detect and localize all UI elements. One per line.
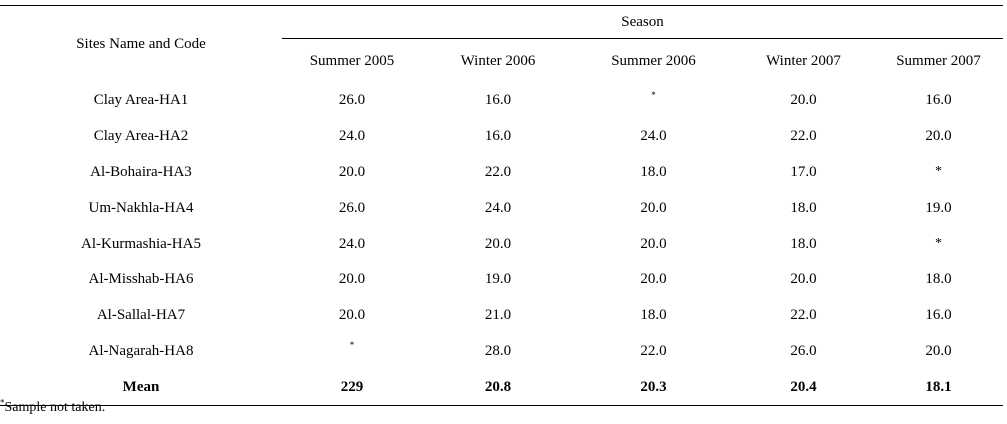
mean-value-cell: 18.1 (874, 369, 1003, 407)
site-name-cell: Um-Nakhla-HA4 (88, 199, 194, 216)
footnote-marker: * (0, 397, 5, 408)
season-group-header: Season (282, 5, 1003, 39)
mean-label: Mean (0, 369, 282, 407)
mean-value-cell: 20.8 (422, 369, 574, 407)
footnote-text: Sample not taken. (4, 400, 106, 415)
value-cell: 18.0 (640, 163, 667, 180)
value-cell: 20.0 (925, 128, 952, 145)
value-cell: 16.0 (484, 92, 512, 109)
value-cell: 20.0 (484, 235, 512, 252)
mean-value-cell: 20.3 (574, 369, 733, 407)
season-header-3: Summer 2006 (611, 52, 696, 69)
value-cell: 17.0 (790, 163, 817, 180)
site-name-cell: Al-Bohaira-HA3 (90, 163, 192, 180)
sites-column-header: Sites Name and Code (0, 5, 282, 83)
mean-value-cell: 20.4 (733, 369, 874, 407)
season-header-4: Winter 2007 (766, 52, 841, 69)
value-cell: 22.0 (790, 128, 817, 145)
value-cell: 20.0 (338, 163, 366, 180)
value-cell: 20.0 (338, 271, 366, 288)
site-name-cell: Clay Area-HA2 (93, 128, 189, 145)
value-cell: 16.0 (925, 92, 952, 109)
value-cell: 20.0 (790, 271, 817, 288)
value-cell: 28.0 (484, 342, 512, 359)
mean-row: Mean 229 20.8 20.3 20.4 18.1 (0, 369, 1003, 407)
value-cell: 16.0 (925, 307, 952, 324)
season-header-2: Winter 2006 (460, 52, 536, 69)
table-row: Al-Kurmashia-HA5 24.0 20.0 20.0 18.0 * (0, 226, 1003, 262)
value-cell: 20.0 (640, 235, 667, 252)
mean-value-cell: 229 (282, 369, 422, 407)
value-cell: 20.0 (640, 271, 667, 288)
value-cell: 24.0 (338, 128, 366, 145)
value-cell: 19.0 (925, 199, 952, 216)
site-name-cell: Clay Area-HA1 (93, 92, 189, 109)
value-cell: 20.0 (640, 199, 667, 216)
value-cell: 20.0 (925, 342, 952, 359)
value-cell: * (935, 164, 942, 180)
season-table: Sites Name and Code Season Summer 2005 Wi… (0, 5, 1003, 407)
value-cell: 20.0 (790, 92, 817, 109)
value-cell: 24.0 (640, 128, 667, 145)
value-cell: 18.0 (790, 199, 817, 216)
table-row: Al-Nagarah-HA8 * 28.0 22.0 26.0 20.0 (0, 334, 1003, 370)
value-cell: * (349, 340, 355, 351)
value-cell: * (651, 89, 656, 100)
site-name-cell: Al-Nagarah-HA8 (88, 342, 194, 359)
value-cell: 26.0 (338, 92, 366, 109)
value-cell: 24.0 (484, 199, 512, 216)
value-cell: 20.0 (338, 307, 366, 324)
value-cell: 18.0 (925, 271, 952, 288)
season-header-1: Summer 2005 (309, 52, 395, 69)
table-row: Al-Sallal-HA7 20.0 21.0 18.0 22.0 16.0 (0, 298, 1003, 334)
value-cell: 22.0 (790, 307, 817, 324)
table-row: Clay Area-HA2 24.0 16.0 24.0 22.0 20.0 (0, 119, 1003, 155)
value-cell: 21.0 (484, 307, 512, 324)
value-cell: 26.0 (338, 199, 366, 216)
value-cell: * (935, 236, 942, 252)
footnote: *Sample not taken. (0, 397, 106, 416)
value-cell: 26.0 (790, 342, 817, 359)
site-name-cell: Al-Sallal-HA7 (96, 307, 186, 324)
value-cell: 18.0 (790, 235, 817, 252)
value-cell: 22.0 (640, 342, 667, 359)
table-row: Clay Area-HA1 26.0 16.0 * 20.0 16.0 (0, 83, 1003, 119)
value-cell: 19.0 (484, 271, 512, 288)
table-row: Al-Misshab-HA6 20.0 19.0 20.0 20.0 18.0 (0, 262, 1003, 298)
table-row: Al-Bohaira-HA3 20.0 22.0 18.0 17.0 * (0, 155, 1003, 191)
value-cell: 18.0 (640, 307, 667, 324)
value-cell: 16.0 (484, 128, 512, 145)
value-cell: 24.0 (338, 235, 366, 252)
season-header-5: Summer 2007 (896, 52, 981, 69)
site-name-cell: Al-Misshab-HA6 (88, 271, 194, 288)
site-name-cell: Al-Kurmashia-HA5 (81, 235, 201, 252)
value-cell: 22.0 (484, 163, 512, 180)
data-table-container: Sites Name and Code Season Summer 2005 Wi… (0, 5, 1003, 407)
table-row: Um-Nakhla-HA4 26.0 24.0 20.0 18.0 19.0 (0, 190, 1003, 226)
